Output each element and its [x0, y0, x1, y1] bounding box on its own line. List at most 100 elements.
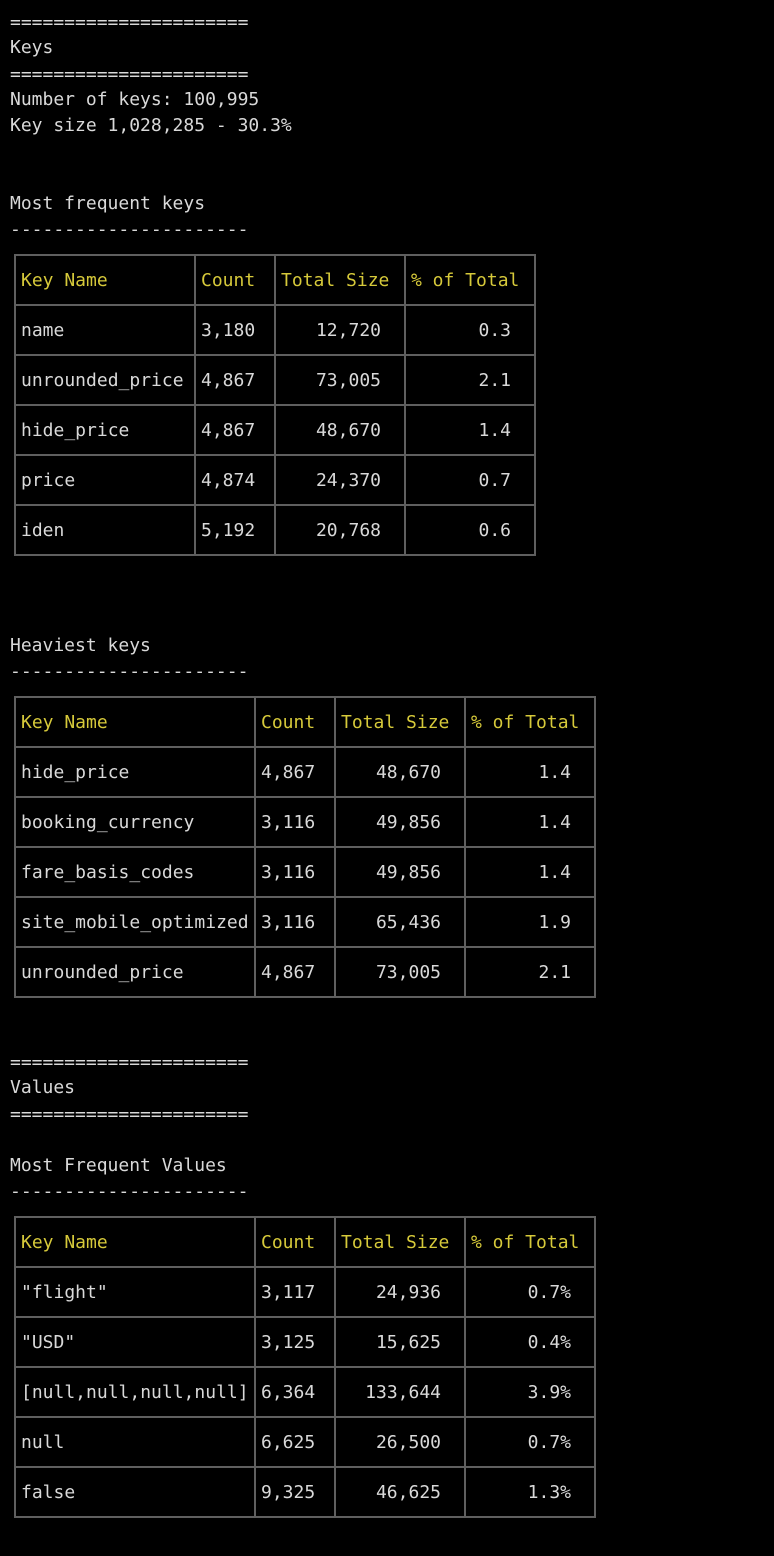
- cell-count: 4,874: [194, 454, 276, 506]
- most-frequent-values-title: Most Frequent Values: [10, 1155, 227, 1176]
- most-frequent-values-table: Key Name Count Total Size % of Total "fl…: [14, 1216, 596, 1518]
- cell-count: 3,116: [254, 896, 336, 948]
- cell-count: 6,364: [254, 1366, 336, 1418]
- cell-percent: 0.4%: [464, 1316, 596, 1368]
- most-frequent-values-rule: ----------------------: [10, 1181, 249, 1202]
- heaviest-keys-rule: ----------------------: [10, 661, 249, 682]
- column-header-key-name: Key Name: [14, 696, 256, 748]
- table-header-row: Key Name Count Total Size % of Total: [14, 696, 596, 748]
- cell-count: 5,192: [194, 504, 276, 556]
- cell-percent: 0.6: [404, 504, 536, 556]
- cell-percent: 0.7: [404, 454, 536, 506]
- cell-total-size: 48,670: [274, 404, 406, 456]
- cell-key-name: unrounded_price: [14, 946, 256, 998]
- table-row: name 3,180 12,720 0.3: [14, 304, 536, 356]
- column-header-percent-of-total: % of Total: [464, 1216, 596, 1268]
- cell-total-size: 49,856: [334, 796, 466, 848]
- cell-total-size: 49,856: [334, 846, 466, 898]
- cell-key-name: name: [14, 304, 196, 356]
- cell-total-size: 24,370: [274, 454, 406, 506]
- column-header-percent-of-total: % of Total: [404, 254, 536, 306]
- cell-key-name: price: [14, 454, 196, 506]
- cell-count: 3,180: [194, 304, 276, 356]
- table-row: fare_basis_codes 3,116 49,856 1.4: [14, 846, 596, 898]
- number-of-keys-line: Number of keys: 100,995: [10, 89, 260, 110]
- table-row: price 4,874 24,370 0.7: [14, 454, 536, 506]
- column-header-count: Count: [254, 696, 336, 748]
- cell-key-name: iden: [14, 504, 196, 556]
- table-row: site_mobile_optimized 3,116 65,436 1.9: [14, 896, 596, 948]
- cell-percent: 1.4: [464, 796, 596, 848]
- table-row: false 9,325 46,625 1.3%: [14, 1466, 596, 1518]
- column-header-percent-of-total: % of Total: [464, 696, 596, 748]
- cell-count: 4,867: [254, 946, 336, 998]
- cell-total-size: 73,005: [274, 354, 406, 406]
- table-row: booking_currency 3,116 49,856 1.4: [14, 796, 596, 848]
- values-section-title: Values: [10, 1077, 76, 1098]
- key-size-line: Key size 1,028,285 - 30.3%: [10, 115, 292, 136]
- cell-count: 4,867: [194, 354, 276, 406]
- table-row: iden 5,192 20,768 0.6: [14, 504, 536, 556]
- keys-section-title: Keys: [10, 37, 54, 58]
- column-header-total-size: Total Size: [334, 696, 466, 748]
- cell-percent: 2.1: [404, 354, 536, 406]
- cell-key-name: null: [14, 1416, 256, 1468]
- cell-total-size: 133,644: [334, 1366, 466, 1418]
- column-header-count: Count: [194, 254, 276, 306]
- column-header-key-name: Key Name: [14, 254, 196, 306]
- table-row: "flight" 3,117 24,936 0.7%: [14, 1266, 596, 1318]
- cell-percent: 1.3%: [464, 1466, 596, 1518]
- cell-count: 9,325: [254, 1466, 336, 1518]
- cell-count: 3,117: [254, 1266, 336, 1318]
- keys-rule-top: ======================: [10, 12, 249, 33]
- cell-count: 3,116: [254, 796, 336, 848]
- cell-key-name: hide_price: [14, 746, 256, 798]
- cell-key-name: fare_basis_codes: [14, 846, 256, 898]
- values-rule-top: ======================: [10, 1052, 249, 1073]
- cell-count: 3,116: [254, 846, 336, 898]
- cell-key-name: "flight": [14, 1266, 256, 1318]
- most-frequent-keys-table: Key Name Count Total Size % of Total nam…: [14, 254, 536, 556]
- table-row: hide_price 4,867 48,670 1.4: [14, 746, 596, 798]
- cell-percent: 1.4: [404, 404, 536, 456]
- cell-count: 3,125: [254, 1316, 336, 1368]
- table-row: unrounded_price 4,867 73,005 2.1: [14, 354, 536, 406]
- cell-percent: 1.9: [464, 896, 596, 948]
- cell-total-size: 73,005: [334, 946, 466, 998]
- cell-percent: 0.7%: [464, 1416, 596, 1468]
- cell-count: 6,625: [254, 1416, 336, 1468]
- table-row: hide_price 4,867 48,670 1.4: [14, 404, 536, 456]
- cell-percent: 0.7%: [464, 1266, 596, 1318]
- most-frequent-keys-rule: ----------------------: [10, 219, 249, 240]
- cell-total-size: 12,720: [274, 304, 406, 356]
- table-header-row: Key Name Count Total Size % of Total: [14, 254, 536, 306]
- column-header-total-size: Total Size: [334, 1216, 466, 1268]
- cell-percent: 0.3: [404, 304, 536, 356]
- table-row: null 6,625 26,500 0.7%: [14, 1416, 596, 1468]
- cell-percent: 2.1: [464, 946, 596, 998]
- cell-count: 4,867: [194, 404, 276, 456]
- values-rule-bottom: ======================: [10, 1104, 249, 1125]
- cell-total-size: 26,500: [334, 1416, 466, 1468]
- heaviest-keys-title: Heaviest keys: [10, 635, 151, 656]
- table-header-row: Key Name Count Total Size % of Total: [14, 1216, 596, 1268]
- cell-total-size: 48,670: [334, 746, 466, 798]
- cell-key-name: booking_currency: [14, 796, 256, 848]
- cell-key-name: unrounded_price: [14, 354, 196, 406]
- most-frequent-keys-title: Most frequent keys: [10, 193, 206, 214]
- cell-key-name: [null,null,null,null]: [14, 1366, 256, 1418]
- cell-total-size: 24,936: [334, 1266, 466, 1318]
- cell-key-name: hide_price: [14, 404, 196, 456]
- cell-percent: 1.4: [464, 746, 596, 798]
- cell-key-name: "USD": [14, 1316, 256, 1368]
- table-row: [null,null,null,null] 6,364 133,644 3.9%: [14, 1366, 596, 1418]
- column-header-count: Count: [254, 1216, 336, 1268]
- cell-percent: 3.9%: [464, 1366, 596, 1418]
- table-row: "USD" 3,125 15,625 0.4%: [14, 1316, 596, 1368]
- cell-total-size: 15,625: [334, 1316, 466, 1368]
- column-header-total-size: Total Size: [274, 254, 406, 306]
- cell-total-size: 46,625: [334, 1466, 466, 1518]
- cell-percent: 1.4: [464, 846, 596, 898]
- cell-key-name: site_mobile_optimized: [14, 896, 256, 948]
- column-header-key-name: Key Name: [14, 1216, 256, 1268]
